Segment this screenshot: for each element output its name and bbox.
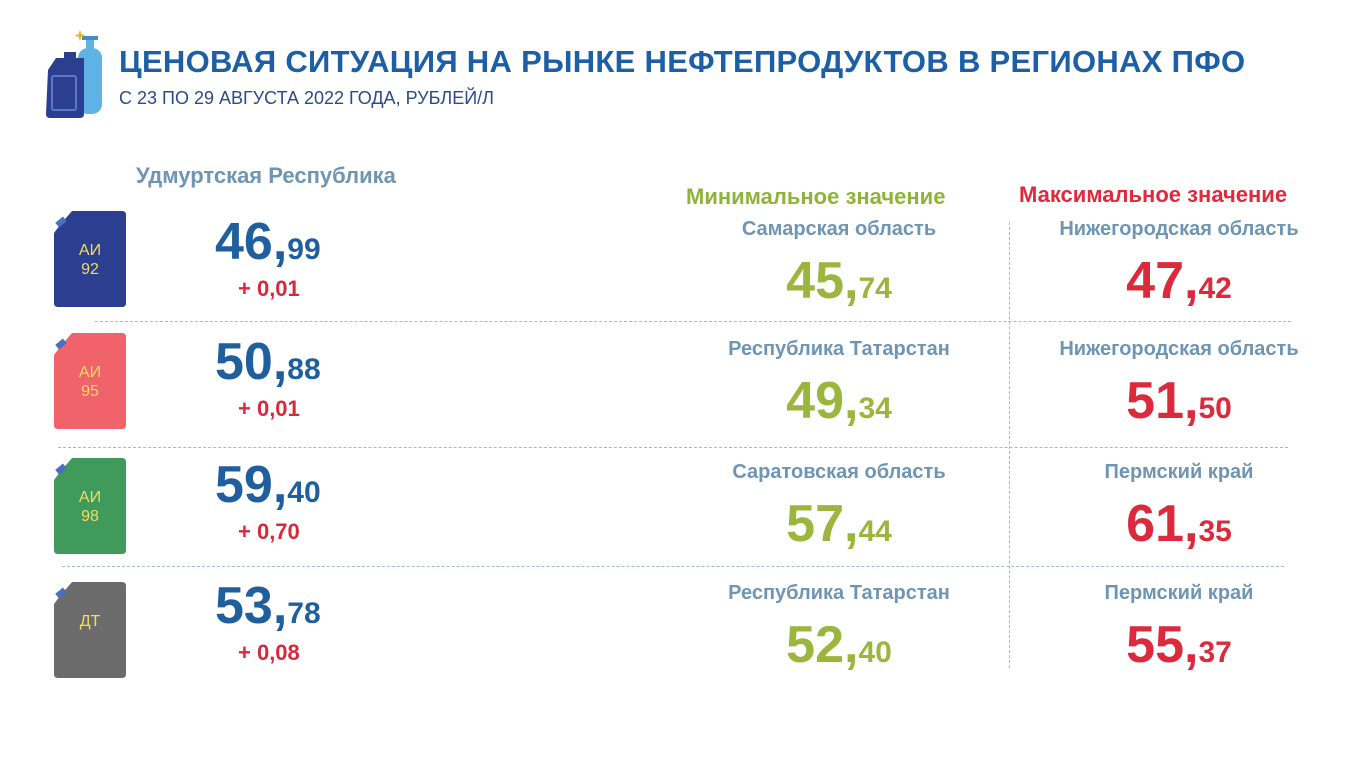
fuel-type-line2: 92 [81, 261, 99, 278]
fuel-type-line1: ДТ [79, 613, 101, 630]
max-value-cell: Нижегородская область 47,42 [1014, 218, 1344, 307]
min-price-integer: 57, [786, 495, 859, 553]
max-value-cell: Пермский край 61,35 [1014, 461, 1344, 550]
max-price-decimal: 35 [1198, 515, 1232, 548]
price-integer: 53, [215, 577, 288, 635]
page-title: ЦЕНОВАЯ СИТУАЦИЯ НА РЫНКЕ НЕФТЕПРОДУКТОВ… [119, 44, 1246, 79]
fuel-row: АИ 98 59,40 + 0,70 Саратовская область 57,44 П… [0, 455, 1366, 575]
min-price-decimal: 40 [858, 636, 892, 669]
price-decimal: 88 [287, 353, 321, 386]
min-price: 57,44 [674, 498, 1004, 550]
price-integer: 59, [215, 456, 288, 514]
min-region: Саратовская область [732, 461, 946, 483]
min-value-cell: Республика Татарстан 52,40 [674, 582, 1004, 671]
max-price-decimal: 50 [1198, 392, 1232, 425]
column-divider [1009, 222, 1010, 668]
max-value-cell: Нижегородская область 51,50 [1014, 338, 1344, 427]
price-change: + 0,01 [238, 276, 300, 301]
max-price: 51,50 [1014, 375, 1344, 427]
min-region: Самарская область [741, 218, 937, 240]
max-region: Нижегородская область [1059, 218, 1299, 240]
fuel-canister-icon: АИ 98 [50, 454, 130, 558]
fuel-row: ДТ 53,78 + 0,08 Республика Татарстан 52,40 Пе… [0, 576, 1366, 696]
fuel-canister-icon: АИ 92 [50, 207, 130, 311]
page-subtitle: С 23 ПО 29 АВГУСТА 2022 ГОДА, РУБЛЕЙ/Л [119, 88, 494, 108]
fuel-type-line2: 95 [81, 383, 99, 400]
min-value-cell: Самарская область 45,74 [674, 218, 1004, 307]
price-integer: 46, [215, 213, 288, 271]
price-decimal: 78 [287, 597, 321, 630]
max-value-cell: Пермский край 55,37 [1014, 582, 1344, 671]
min-price-integer: 49, [786, 372, 859, 430]
min-price-integer: 45, [786, 252, 859, 310]
min-price-decimal: 44 [858, 515, 892, 548]
fuel-canister-icon: ДТ [50, 578, 130, 682]
max-price-integer: 47, [1126, 252, 1199, 310]
fuel-logo-icon [44, 30, 108, 120]
min-value-cell: Республика Татарстан 49,34 [674, 338, 1004, 427]
max-region: Пермский край [1104, 582, 1254, 604]
price-change: + 0,08 [238, 640, 300, 665]
price-change: + 0,70 [238, 519, 300, 544]
max-price-decimal: 37 [1198, 636, 1232, 669]
min-column-header: Минимальное значение [686, 184, 946, 209]
max-region: Нижегородская область [1059, 338, 1299, 360]
max-column-header: Максимальное значение [1019, 182, 1288, 207]
price-integer: 50, [215, 333, 288, 391]
fuel-type-label: АИ 92 [54, 241, 126, 279]
min-price: 45,74 [674, 255, 1004, 307]
region-price: 53,78 [215, 580, 321, 632]
fuel-type-label: АИ 98 [54, 488, 126, 526]
fuel-canister-icon: АИ 95 [50, 329, 130, 433]
max-region: Пермский край [1104, 461, 1254, 483]
min-region: Республика Татарстан [728, 582, 950, 604]
max-price: 55,37 [1014, 619, 1344, 671]
min-region: Республика Татарстан [728, 338, 950, 360]
region-column-header: Удмуртская Республика [136, 163, 396, 188]
min-value-cell: Саратовская область 57,44 [674, 461, 1004, 550]
max-price-decimal: 42 [1198, 272, 1232, 305]
price-decimal: 99 [287, 233, 321, 266]
min-price-integer: 52, [786, 616, 859, 674]
min-price: 49,34 [674, 375, 1004, 427]
max-price-integer: 51, [1126, 372, 1199, 430]
fuel-type-line1: АИ [78, 489, 102, 506]
fuel-type-label: АИ 95 [54, 363, 126, 401]
max-price-integer: 55, [1126, 616, 1199, 674]
min-price: 52,40 [674, 619, 1004, 671]
max-price: 61,35 [1014, 498, 1344, 550]
max-price-integer: 61, [1126, 495, 1199, 553]
fuel-type-line2: 98 [81, 508, 99, 525]
max-price: 47,42 [1014, 255, 1344, 307]
min-price-decimal: 74 [858, 272, 892, 305]
fuel-row: АИ 92 46,99 + 0,01 Самарская область 45,74 Ниж… [0, 211, 1366, 332]
row-divider [58, 447, 1288, 448]
price-change: + 0,01 [238, 396, 300, 421]
region-price: 50,88 [215, 336, 321, 388]
fuel-type-label: ДТ [54, 612, 126, 631]
region-price: 59,40 [215, 459, 321, 511]
fuel-row: АИ 95 50,88 + 0,01 Республика Татарстан 49,34… [0, 332, 1366, 452]
fuel-type-line1: АИ [78, 364, 102, 381]
row-divider [62, 566, 1284, 567]
row-divider [95, 321, 1291, 322]
region-price: 46,99 [215, 216, 321, 268]
fuel-type-line1: АИ [78, 242, 102, 259]
min-price-decimal: 34 [858, 392, 892, 425]
price-decimal: 40 [287, 476, 321, 509]
